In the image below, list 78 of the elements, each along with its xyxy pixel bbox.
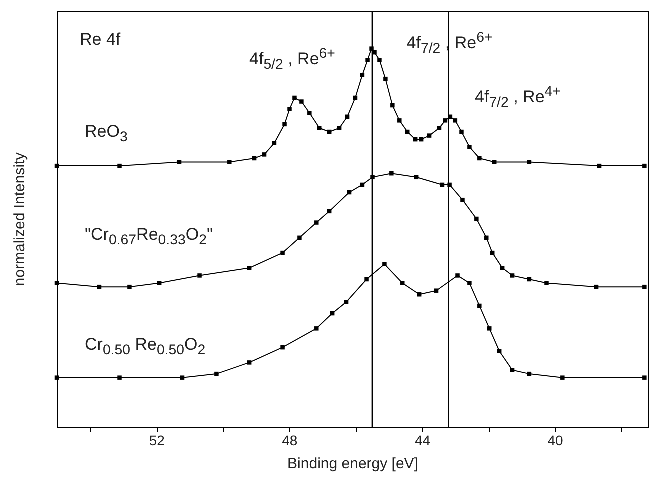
point [478,304,482,308]
series-label: ReO$_{3}$ [85,122,128,148]
point [177,160,182,164]
point [247,266,252,270]
point [460,130,464,134]
series-label: "Cr$_{0.67}$Re$_{0.33}$O$_{2}$" [85,225,213,251]
point [198,274,202,278]
point [308,110,312,116]
point [510,368,515,372]
point [468,145,472,150]
point [390,171,394,176]
point [390,103,395,108]
series-label: Cr$_{0.50}$ Re$_{0.50}$O$_{2}$ [85,334,206,360]
point [527,160,532,164]
point [642,376,647,380]
point [344,300,349,304]
point [288,107,292,112]
point [642,284,647,290]
point [300,100,304,104]
point [427,134,432,138]
point [314,220,319,225]
point [560,376,565,380]
x-tick-label: 44 [414,432,431,448]
point [474,216,479,222]
point [282,122,287,127]
y-axis-title: normalized Intensity [12,152,28,286]
point [228,160,232,164]
point [497,349,502,354]
point [360,73,365,78]
point [214,372,219,376]
point [247,360,252,365]
point [437,126,442,130]
point [54,376,60,380]
point [478,156,482,161]
point [544,281,549,286]
point [314,326,319,331]
point [337,126,342,130]
point [54,281,60,286]
point [118,376,122,380]
point [157,281,162,286]
point [398,118,402,123]
point [128,284,132,290]
point [484,236,489,240]
x-axis-title: Binding energy [eV] [288,456,418,472]
x-tick-label: 48 [282,432,298,448]
x-tick-label: 40 [548,432,564,448]
point [118,164,122,168]
point [180,376,185,380]
point [292,96,297,100]
point [642,164,647,168]
point [500,266,505,270]
point [280,250,285,256]
point [456,274,460,278]
point [280,345,285,350]
point [382,262,387,267]
point [272,141,277,146]
point [510,274,515,278]
point [378,58,382,62]
ref-line-label: 4f$_{7/2}$ , Re$^{6+}$ [406,29,493,60]
point [318,126,322,130]
annotation: Re 4f [80,30,121,50]
point [453,118,458,123]
annotation: 4f$_{7/2}$ , Re$^{4+}$ [475,83,561,114]
point [364,277,369,282]
point [468,281,472,286]
point [434,288,439,293]
point [298,236,302,240]
point [262,152,267,157]
point [384,76,388,82]
point [492,160,497,164]
x-tick-label: 52 [149,432,166,448]
ref-line-label: 4f$_{5/2}$ , Re$^{6+}$ [250,45,336,76]
point [460,198,465,202]
point [443,118,448,123]
point [400,281,405,286]
point [366,58,370,62]
point [488,326,492,331]
point [417,292,422,297]
